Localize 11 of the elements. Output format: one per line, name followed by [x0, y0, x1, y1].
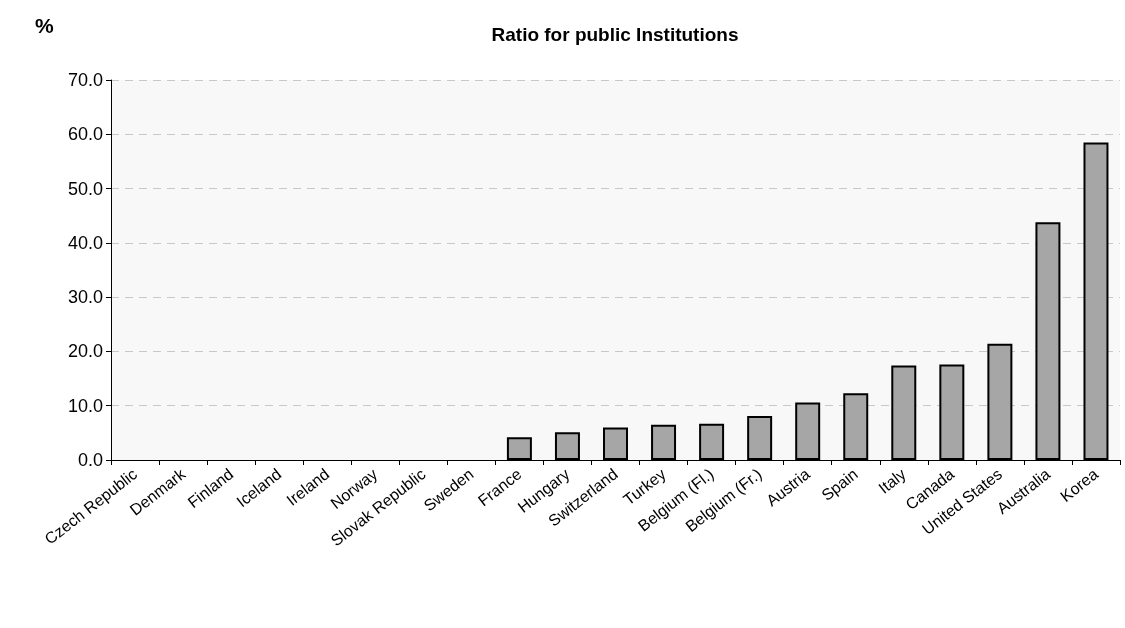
y-tick-label: 0.0: [77, 450, 103, 470]
y-tick-label: 40.0: [67, 232, 103, 253]
y-tick-label: 30.0: [67, 287, 103, 308]
y-tick-label: 70.0: [67, 70, 103, 90]
y-axis-title: %: [35, 14, 54, 37]
x-tick-label: Italy: [875, 465, 910, 497]
y-tick-label: 60.0: [67, 124, 103, 145]
y-tick-label: 50.0: [67, 178, 103, 199]
chart-title: Ratio for public Institutions: [491, 24, 739, 45]
y-tick-label: 10.0: [67, 395, 103, 416]
y-tick-label: 20.0: [67, 341, 103, 362]
